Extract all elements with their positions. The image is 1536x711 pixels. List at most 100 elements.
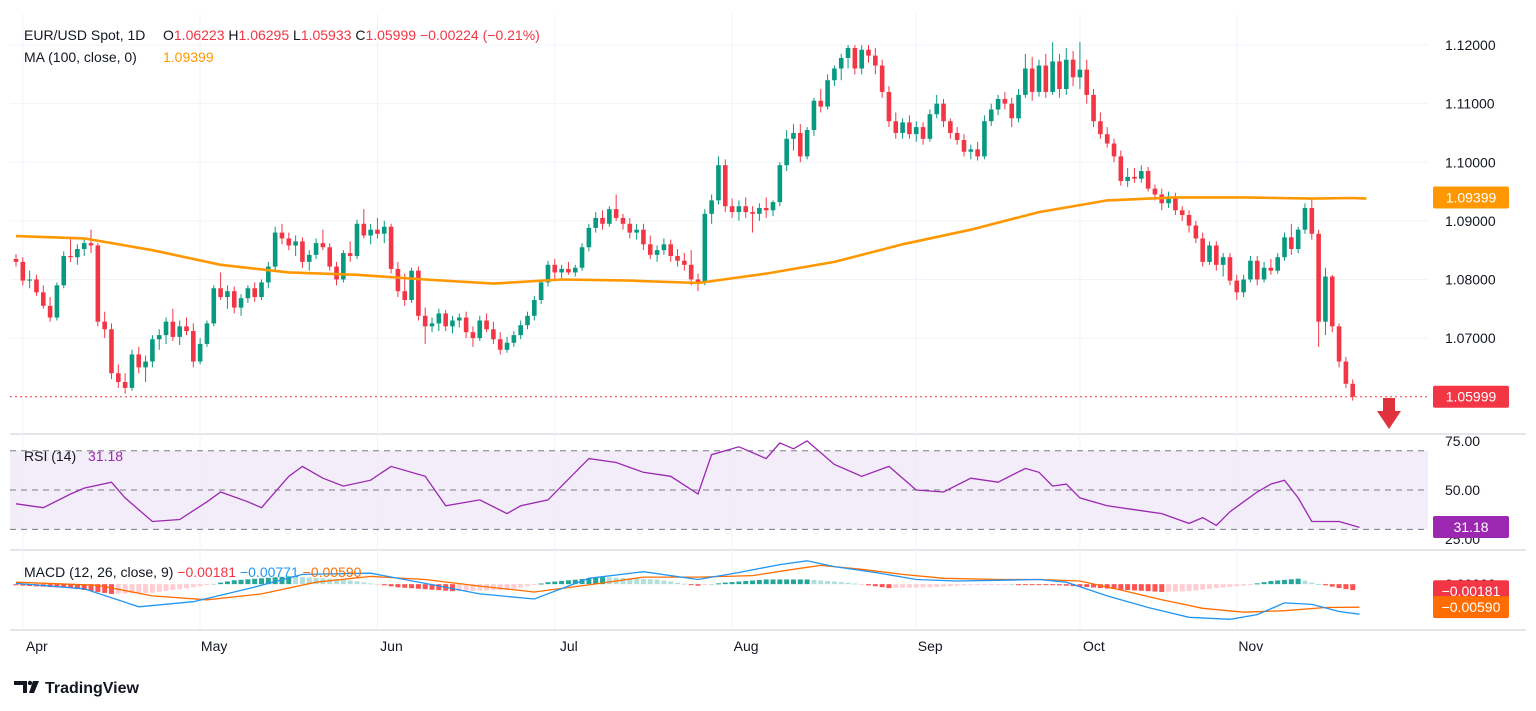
macd-hist-bar [1227, 584, 1233, 587]
candle-body [1036, 65, 1042, 92]
candle-body [75, 248, 80, 258]
candle [450, 315, 455, 334]
candle [798, 124, 803, 163]
candle-body [252, 288, 257, 298]
macd-hist-bar [1016, 584, 1022, 586]
candle [1261, 261, 1267, 283]
candle [218, 272, 223, 300]
candle-body [886, 91, 892, 122]
macd-hist-bar [1316, 583, 1322, 585]
price-tick-label: 1.11000 [1445, 96, 1495, 112]
candle-body [156, 335, 162, 340]
candle-body [300, 241, 305, 262]
candle [306, 250, 312, 271]
macd-hist-bar [1336, 584, 1342, 589]
candle [204, 320, 210, 347]
time-tick-label: Nov [1238, 638, 1263, 654]
macd-hist-bar [1050, 584, 1056, 586]
macd-hist-bar [402, 584, 408, 588]
candle [361, 209, 367, 239]
time-tick-label: Apr [26, 638, 48, 654]
candle [1111, 138, 1117, 163]
candle [327, 243, 333, 271]
candle-body [1043, 65, 1049, 92]
macd-hist-bar [1125, 584, 1131, 590]
candle [27, 270, 32, 289]
macd-hist-bar [668, 581, 674, 585]
candle-body [116, 373, 121, 383]
candle-body [695, 279, 701, 283]
candle [75, 244, 80, 265]
candle-body [900, 122, 905, 133]
candle-body [238, 298, 244, 308]
candle [913, 121, 919, 142]
candle-body [1295, 229, 1301, 249]
candles [13, 42, 1356, 401]
candle [231, 286, 237, 314]
candle-body [231, 291, 237, 308]
candle [409, 267, 414, 303]
candle-body [443, 313, 448, 327]
macd-hist-bar [988, 584, 994, 586]
candle-body [279, 232, 285, 239]
candle [293, 235, 298, 257]
macd-hist-bar [368, 583, 374, 585]
macd-hist-bar [163, 584, 169, 591]
candle [395, 261, 401, 298]
candle [347, 241, 353, 262]
macd-signal-line [15, 564, 1360, 613]
candle [184, 317, 189, 336]
candle-body [913, 127, 919, 135]
candle-body [968, 149, 974, 152]
candle-body [347, 253, 353, 257]
candle [934, 94, 939, 119]
candle-body [293, 241, 298, 246]
candle-body [136, 354, 142, 368]
candle [443, 309, 448, 332]
macd-signal-value: −0.00590 [303, 564, 362, 580]
candle-body [559, 268, 564, 273]
candle [1343, 356, 1349, 388]
candle-body [784, 138, 789, 166]
price-tick-label: 1.09000 [1445, 213, 1496, 229]
macd-hist-bar [299, 577, 305, 585]
candle-body [838, 57, 844, 69]
candle-body [736, 206, 742, 213]
candle-body [893, 121, 899, 133]
candle [620, 213, 626, 230]
candle [266, 261, 271, 289]
macd-hist-bar [252, 578, 258, 585]
macd-hist-bar [886, 584, 892, 589]
macd-hist-bar [108, 584, 114, 594]
candle-body [1254, 260, 1260, 280]
candle [1132, 168, 1137, 183]
candle [1220, 253, 1226, 277]
candle [927, 109, 933, 142]
macd-hist-bar [1213, 584, 1219, 589]
candle-body [1227, 257, 1233, 281]
candle-body [13, 258, 19, 262]
macd-hist-bar [1022, 584, 1028, 586]
candle [586, 223, 592, 252]
candle-body [525, 315, 530, 326]
macd-hist-bar [565, 580, 571, 585]
candle-body [613, 209, 619, 218]
macd-hist-bar [293, 576, 299, 585]
macd-hist-bar [675, 582, 681, 585]
candle-body [688, 264, 694, 280]
macd-hist-bar [1322, 584, 1328, 586]
candle-body [436, 313, 442, 324]
time-tick-label: Jun [380, 638, 403, 654]
candle-body [1241, 279, 1246, 293]
candle-body [1179, 210, 1185, 216]
rsi-pane [10, 440, 1428, 530]
macd-hist-bar [1056, 584, 1062, 586]
candle [1227, 253, 1233, 286]
macd-hist-bar [790, 579, 796, 585]
grid [10, 14, 1428, 629]
candle [388, 223, 394, 274]
candle-body [313, 243, 319, 255]
candle [716, 156, 721, 205]
candle-body [1029, 68, 1035, 92]
